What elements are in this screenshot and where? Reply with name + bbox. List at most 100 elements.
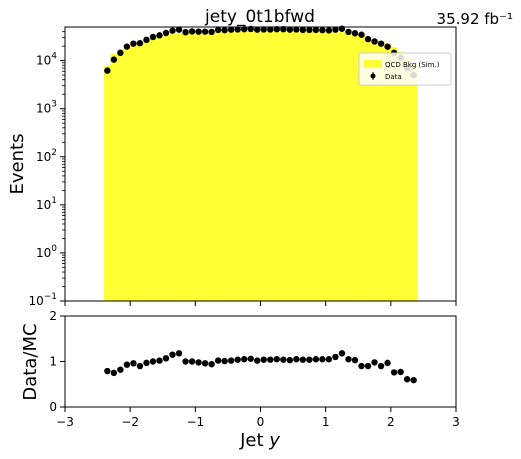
ratio-point xyxy=(410,376,417,384)
ratio-point xyxy=(345,356,352,363)
ratio-point xyxy=(104,367,111,375)
qcd-bar xyxy=(410,64,418,301)
ratio-point xyxy=(110,369,118,377)
data-point xyxy=(195,28,202,35)
ratio-y-tick-label: 1 xyxy=(49,355,57,369)
qcd-bar xyxy=(338,32,346,301)
qcd-bar xyxy=(293,30,300,301)
data-point xyxy=(162,29,170,37)
qcd-bar xyxy=(358,35,366,302)
data-point xyxy=(260,26,267,33)
qcd-bar xyxy=(312,30,320,301)
qcd-bar xyxy=(371,39,379,302)
ratio-point xyxy=(214,357,222,364)
qcd-bar xyxy=(214,30,222,301)
data-point xyxy=(136,40,144,47)
data-point xyxy=(221,26,228,34)
ratio-point xyxy=(403,376,411,383)
qcd-bar xyxy=(273,30,281,302)
qcd-bar xyxy=(188,31,196,302)
qcd-bar xyxy=(364,36,372,301)
ratio-point xyxy=(234,356,241,363)
qcd-bar xyxy=(240,30,248,302)
top-y-tick-label: 10−1 xyxy=(28,292,57,308)
data-point xyxy=(143,36,150,44)
ratio-point xyxy=(162,355,170,362)
ratio-point xyxy=(273,356,280,363)
ratio-point xyxy=(143,359,150,367)
ratio-point xyxy=(312,356,320,363)
ratio-point xyxy=(247,355,254,362)
data-point xyxy=(182,28,189,36)
legend-label-qcd: QCD Bkg (Sim.) xyxy=(385,61,440,69)
ratio-y-tick-label: 0 xyxy=(49,400,57,414)
ratio-point xyxy=(221,357,228,365)
legend-box xyxy=(358,52,452,86)
qcd-histogram xyxy=(104,30,418,302)
ratio-point xyxy=(390,369,398,376)
data-point xyxy=(123,43,131,50)
ratio-point xyxy=(201,360,209,367)
x-tick-label: −2 xyxy=(121,415,139,429)
qcd-bar xyxy=(253,30,261,302)
ratio-point xyxy=(293,356,300,363)
ratio-point xyxy=(195,359,202,366)
data-point xyxy=(338,25,346,32)
ratio-point xyxy=(208,361,215,368)
data-point xyxy=(280,26,287,33)
top-y-axis-ticks: 10−1 100 101 102 103 104 xyxy=(28,31,65,308)
data-point xyxy=(201,28,209,35)
qcd-bar xyxy=(195,31,203,301)
data-point xyxy=(169,27,176,34)
top-y-axis-label: Events xyxy=(7,134,28,195)
qcd-bar xyxy=(260,30,268,302)
top-panel: 10−1 100 101 102 103 104 Events QCD Bkg (Sim.… xyxy=(7,25,457,308)
ratio-y-axis-ticks: 0 1 2 xyxy=(49,309,65,414)
data-point xyxy=(117,49,124,57)
ratio-point xyxy=(351,356,359,364)
data-point xyxy=(110,56,118,63)
qcd-bar xyxy=(299,30,307,301)
x-axis-label: Jet y xyxy=(239,430,280,451)
ratio-point xyxy=(358,362,365,370)
data-point xyxy=(319,26,326,34)
qcd-bar xyxy=(351,33,359,302)
qcd-bar xyxy=(156,35,164,302)
x-tick-label: 2 xyxy=(387,415,395,429)
legend-label-data: Data xyxy=(385,73,402,81)
ratio-x-axis-ticks: −3 −2 −1 0 1 2 3 xyxy=(56,407,460,429)
data-point xyxy=(371,38,378,45)
data-point xyxy=(208,28,215,36)
ratio-point xyxy=(364,362,372,370)
data-point xyxy=(234,26,241,33)
qcd-bar xyxy=(345,33,353,301)
qcd-bar xyxy=(208,30,216,301)
qcd-bar xyxy=(201,30,209,301)
data-point xyxy=(286,26,294,33)
data-point xyxy=(351,30,359,37)
qcd-bar xyxy=(143,39,151,302)
x-tick-label: 1 xyxy=(322,415,330,429)
qcd-bar xyxy=(319,31,327,301)
ratio-point xyxy=(117,366,124,373)
ratio-point xyxy=(156,357,163,364)
legend-swatch-qcd xyxy=(364,60,382,67)
ratio-point xyxy=(299,356,307,363)
ratio-point xyxy=(169,351,176,358)
x-tick-label: 3 xyxy=(452,415,460,429)
qcd-bar xyxy=(130,42,138,302)
qcd-bar xyxy=(117,48,125,301)
top-y-tick-label: 101 xyxy=(36,196,57,212)
qcd-bar xyxy=(227,30,235,302)
data-point xyxy=(188,28,196,35)
ratio-point xyxy=(267,356,274,363)
ratio-point xyxy=(280,356,287,363)
qcd-bar xyxy=(175,33,183,301)
chart-title: jety_0t1bfwd xyxy=(204,7,315,27)
ratio-point xyxy=(371,359,378,366)
qcd-bar xyxy=(234,30,242,302)
ratio-point xyxy=(136,362,144,370)
qcd-bar xyxy=(306,30,314,301)
data-point xyxy=(325,27,333,34)
ratio-point xyxy=(260,356,267,363)
